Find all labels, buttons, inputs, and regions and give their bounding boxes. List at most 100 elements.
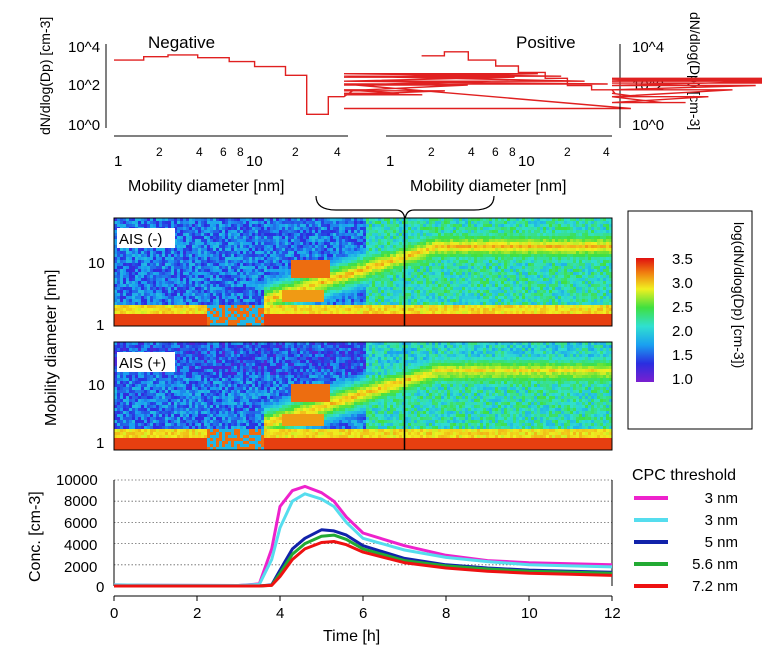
heatmap-cell xyxy=(324,266,328,270)
heatmap-cell xyxy=(273,290,277,294)
heatmap-cell xyxy=(321,254,325,258)
heatmap-cell xyxy=(204,308,208,312)
heatmap-cell xyxy=(414,314,418,318)
heatmap-cell xyxy=(456,278,460,282)
heatmap-cell xyxy=(213,275,217,279)
heatmap-cell xyxy=(348,317,352,321)
heatmap-cell xyxy=(216,257,220,261)
heatmap-cell xyxy=(219,272,223,276)
heatmap-cell xyxy=(387,299,391,303)
heatmap-cell xyxy=(474,254,478,258)
heatmap-cell xyxy=(270,227,274,231)
heatmap-cell xyxy=(255,275,259,279)
heatmap-cell xyxy=(198,290,202,294)
heatmap-cell xyxy=(489,305,493,309)
heatmap-cell xyxy=(495,227,499,231)
heatmap-cell xyxy=(294,278,298,282)
heatmap-cell xyxy=(330,224,334,228)
heatmap-cell xyxy=(324,302,328,306)
heatmap-cell xyxy=(393,230,397,234)
heatmap-cell xyxy=(177,287,181,291)
heatmap-cell xyxy=(462,293,466,297)
heatmap-cell xyxy=(420,278,424,282)
heatmap-cell xyxy=(420,269,424,273)
heatmap-cell xyxy=(465,260,469,264)
heatmap-cell xyxy=(234,266,238,270)
heatmap-cell xyxy=(468,251,472,255)
heatmap-cell xyxy=(195,299,199,303)
heatmap-cell xyxy=(261,236,265,240)
heatmap-cell xyxy=(396,323,400,327)
heatmap-cell xyxy=(255,302,259,306)
heatmap-cell xyxy=(174,323,178,327)
heatmap-cell xyxy=(288,227,292,231)
heatmap-cell xyxy=(372,263,376,267)
heatmap-cell xyxy=(297,293,301,297)
heatmap-cell xyxy=(216,227,220,231)
heatmap-cell xyxy=(429,302,433,306)
heatmap-cell xyxy=(258,302,262,306)
heatmap-cell xyxy=(114,257,118,261)
heatmap-cell xyxy=(264,251,268,255)
negative-title: Negative xyxy=(148,33,215,52)
heatmap-cell xyxy=(309,284,313,288)
heatmap-cell xyxy=(216,314,220,318)
heatmap-cell xyxy=(462,257,466,261)
heatmap-cell xyxy=(492,257,496,261)
heatmap-cell xyxy=(315,254,319,258)
heatmap-cell xyxy=(417,263,421,267)
heatmap-cell xyxy=(306,263,310,267)
heatmap-cell xyxy=(159,287,163,291)
heatmap-cell xyxy=(138,317,142,321)
heatmap-cell xyxy=(444,227,448,231)
heatmap-cell xyxy=(423,251,427,255)
heatmap-cell xyxy=(141,293,145,297)
heatmap-cell xyxy=(156,251,160,255)
heatmap-cell xyxy=(423,260,427,264)
heatmap-cell xyxy=(264,323,268,327)
heatmap-cell xyxy=(486,317,490,321)
heatmap-cell xyxy=(399,284,403,288)
heatmap-cell xyxy=(312,242,316,246)
heatmap-cell xyxy=(474,317,478,321)
heatmap-cell xyxy=(306,305,310,309)
heatmap-cell xyxy=(201,308,205,312)
heatmap-cell xyxy=(381,221,385,225)
heatmap-cell xyxy=(459,254,463,258)
heatmap-cell xyxy=(477,227,481,231)
heatmap-cell xyxy=(396,254,400,258)
heatmap-cell xyxy=(309,278,313,282)
heatmap-cell xyxy=(258,221,262,225)
positive-histogram: Positive 10^4 10^2 10^0 1 2 4 6 8 10 2 4… xyxy=(386,12,762,195)
heatmap-cell xyxy=(204,221,208,225)
heatmap-cell xyxy=(519,320,523,324)
heatmap-cell xyxy=(294,242,298,246)
heatmap-cell xyxy=(342,299,346,303)
heatmap-cell xyxy=(456,254,460,258)
heatmap-cell xyxy=(402,278,406,282)
heatmap-cell xyxy=(252,239,256,243)
heatmap-cell xyxy=(384,311,388,315)
heatmap-cell xyxy=(192,236,196,240)
heatmap-cell xyxy=(420,287,424,291)
heatmap-cell xyxy=(327,227,331,231)
heatmap-cell xyxy=(474,284,478,288)
heatmap-cell xyxy=(165,224,169,228)
heatmap-cell xyxy=(348,266,352,270)
heatmap-cell xyxy=(303,230,307,234)
heatmap-cell xyxy=(285,239,289,243)
heatmap-cell xyxy=(255,293,259,297)
heatmap-cell xyxy=(522,281,526,285)
heatmap-cell xyxy=(378,251,382,255)
heatmap-cell xyxy=(384,266,388,270)
heatmap-cell xyxy=(165,266,169,270)
heatmap-cell xyxy=(174,272,178,276)
heatmap-cell xyxy=(447,221,451,225)
heatmap-cell xyxy=(495,260,499,264)
heatmap-cell xyxy=(192,305,196,309)
negative-ylabel: dN/dlog(Dp) [cm-3] xyxy=(37,17,53,135)
heatmap-cell xyxy=(264,257,268,261)
heatmap-cell xyxy=(240,311,244,315)
heatmap-cell xyxy=(156,275,160,279)
heatmap-cell xyxy=(276,284,280,288)
